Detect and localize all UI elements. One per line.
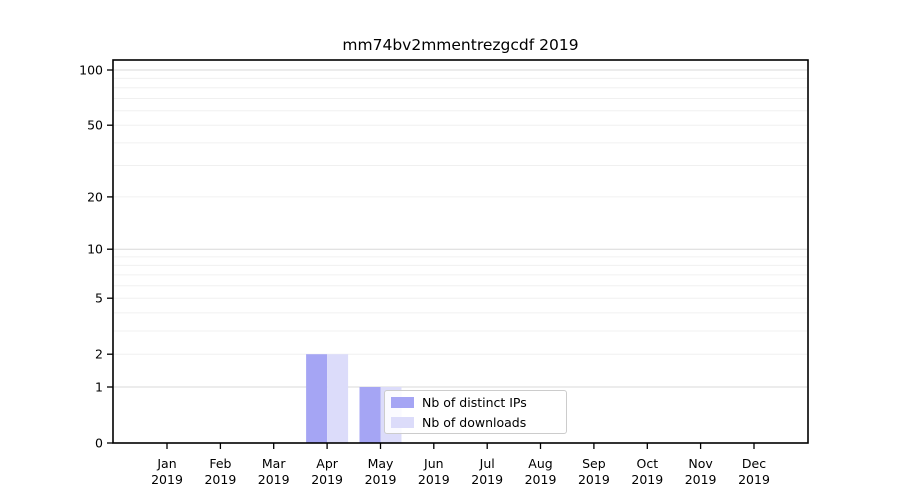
plot-frame <box>112 59 809 444</box>
x-tick-label-month-may: May <box>368 456 394 471</box>
legend-item-distinct-ips: Nb of distinct IPs <box>391 395 559 410</box>
x-tick-label-month-nov: Nov <box>688 456 713 471</box>
x-tick-label-year-oct: 2019 <box>631 472 663 487</box>
x-tick-label-month-jan: Jan <box>156 456 176 471</box>
y-tick-label-1: 1 <box>95 380 103 395</box>
x-tick-label-year-jul: 2019 <box>471 472 503 487</box>
legend-label-downloads: Nb of downloads <box>422 414 527 430</box>
x-tick-label-month-apr: Apr <box>316 456 338 471</box>
y-tick-label-20: 20 <box>87 189 103 204</box>
y-tick-label-0: 0 <box>95 436 103 451</box>
x-tick-label-year-feb: 2019 <box>204 472 236 487</box>
legend-item-downloads: Nb of downloads <box>391 415 559 430</box>
y-tick-label-2: 2 <box>95 347 103 362</box>
x-tick-label-month-mar: Mar <box>262 456 286 471</box>
x-tick-label-month-feb: Feb <box>209 456 231 471</box>
y-tick-label-50: 50 <box>87 118 103 133</box>
y-tick-label-10: 10 <box>87 242 103 257</box>
y-tick-label-100: 100 <box>79 63 103 78</box>
x-tick-label-month-jun: Jun <box>423 456 444 471</box>
x-tick-label-month-dec: Dec <box>742 456 766 471</box>
bar-distinct-ips-apr <box>306 354 328 443</box>
x-tick-label-year-dec: 2019 <box>738 472 770 487</box>
x-tick-label-month-jul: Jul <box>479 456 495 471</box>
legend-swatch-distinct-ips <box>391 396 414 408</box>
bar-distinct-ips-may <box>359 387 381 443</box>
legend-swatch-downloads <box>391 416 414 428</box>
legend-label-distinct-ips: Nb of distinct IPs <box>422 394 527 410</box>
bar-downloads-apr <box>327 354 349 443</box>
x-tick-label-month-sep: Sep <box>582 456 606 471</box>
chart-title: mm74bv2mmentrezgcdf 2019 <box>342 36 579 54</box>
x-tick-label-year-mar: 2019 <box>258 472 290 487</box>
legend: Nb of distinct IPs Nb of downloads <box>384 390 567 434</box>
y-tick-label-5: 5 <box>95 291 103 306</box>
x-tick-label-month-aug: Aug <box>528 456 552 471</box>
x-tick-label-year-jun: 2019 <box>418 472 450 487</box>
x-tick-label-year-sep: 2019 <box>578 472 610 487</box>
x-tick-label-year-apr: 2019 <box>311 472 343 487</box>
x-tick-label-month-oct: Oct <box>636 456 658 471</box>
x-tick-label-year-aug: 2019 <box>525 472 557 487</box>
x-tick-label-year-may: 2019 <box>365 472 397 487</box>
x-tick-label-year-jan: 2019 <box>151 472 183 487</box>
x-tick-label-year-nov: 2019 <box>685 472 717 487</box>
